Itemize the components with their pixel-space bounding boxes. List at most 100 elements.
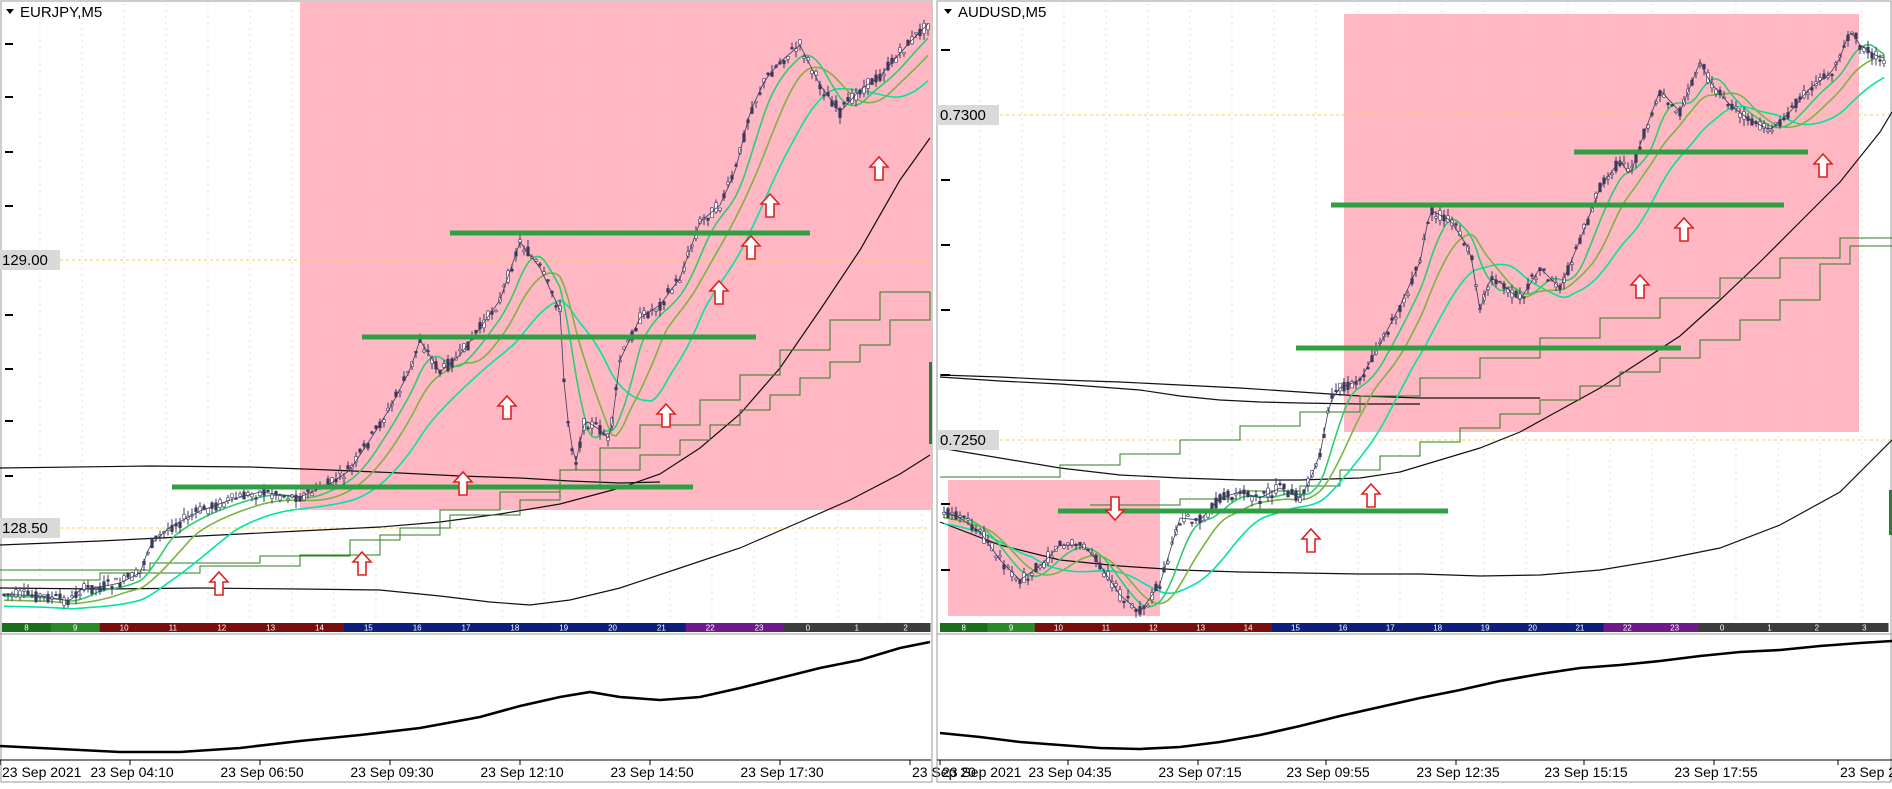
candle-body <box>110 586 114 590</box>
up-arrow <box>708 279 730 305</box>
price-tag <box>937 430 999 450</box>
hour-segment <box>636 623 687 632</box>
candle-body <box>1098 562 1102 570</box>
candle-body <box>118 583 122 588</box>
candle-body <box>230 493 234 498</box>
chart-panel-eurjpy[interactable]: 129.00 128.50 EURJPY,M5 8 9 10 11 12 13 14 15 16… <box>0 0 976 783</box>
candle-body <box>358 448 362 453</box>
candle-body <box>1286 490 1290 498</box>
price-series-line <box>943 32 1885 613</box>
candle-body <box>126 573 130 578</box>
hour-segment <box>197 623 247 632</box>
candle-body <box>1102 572 1106 577</box>
collapse-triangle-icon[interactable] <box>944 9 952 14</box>
candle-body <box>146 551 150 555</box>
candle-body <box>38 593 42 597</box>
candle-body <box>1134 608 1138 612</box>
candle-body <box>734 164 738 167</box>
candle-body <box>1226 490 1230 498</box>
candle-body <box>1114 583 1118 587</box>
candle-body <box>214 502 218 511</box>
time-label: 23 Sep 12:35 <box>1416 764 1500 780</box>
candle-body <box>1466 245 1470 252</box>
candle-body <box>1766 129 1770 132</box>
candle-body <box>302 493 306 501</box>
candle-body <box>370 431 374 434</box>
hour-label: 0 <box>806 624 811 633</box>
hour-label: 13 <box>1196 624 1205 633</box>
hour-label: 17 <box>462 624 471 633</box>
candle-body <box>78 594 82 597</box>
candle-body <box>258 490 262 496</box>
signal-zone <box>300 2 931 510</box>
candle-body <box>538 263 542 266</box>
time-label: 23 Sep 17:55 <box>1674 764 1758 780</box>
hour-label: 16 <box>1338 624 1347 633</box>
candle-body <box>282 495 286 498</box>
hour-segment <box>441 623 491 632</box>
session-hour-bar: 8 9 10 11 12 13 14 15 16 17 18 19 20 21 22 23 0 1 2 3 <box>940 623 1889 633</box>
candle-body <box>958 515 962 518</box>
collapse-triangle-icon[interactable] <box>6 9 14 14</box>
candle-body <box>442 363 446 368</box>
candle-body <box>1546 279 1550 282</box>
price-tag <box>0 518 60 538</box>
candle-body <box>2 593 6 596</box>
candle-body <box>458 348 462 351</box>
indicator-line <box>939 639 1892 751</box>
hour-segment <box>392 623 443 632</box>
candle-body <box>1282 483 1286 489</box>
hour-label: 14 <box>315 624 324 633</box>
candle-body <box>382 419 386 423</box>
candle-body <box>802 56 806 59</box>
hour-segment <box>881 623 931 632</box>
candle-body <box>86 585 90 588</box>
candle-body <box>82 583 86 591</box>
candle-body <box>182 514 186 520</box>
candle-body <box>422 349 426 353</box>
chart-panel-audusd[interactable]: 0.7300 0.7250 AUDUSD,M5 8 9 10 11 12 13 14 15 16… <box>936 0 1892 783</box>
hour-label: 3 <box>1862 624 1867 633</box>
hour-segment <box>1603 623 1652 632</box>
time-label: 23 Sep 07:15 <box>1158 764 1242 780</box>
candle-body <box>1530 274 1534 277</box>
trailing-stop-step-line <box>940 237 1892 478</box>
trailing-stop-step-line <box>1090 245 1892 506</box>
hour-segment <box>1414 623 1462 632</box>
candle-body <box>254 497 258 500</box>
hour-label: 19 <box>559 624 568 633</box>
hour-segment <box>734 623 784 632</box>
candle-body <box>242 491 246 500</box>
candle-body <box>1514 291 1518 298</box>
candle-body <box>1750 118 1754 126</box>
candle-body <box>786 56 790 60</box>
hour-segment <box>1034 623 1083 632</box>
candle-body <box>546 279 550 282</box>
candle-body <box>1034 563 1038 573</box>
up-arrow <box>1300 527 1322 553</box>
hour-label: 9 <box>73 624 78 633</box>
candle-body <box>326 478 330 486</box>
hour-segment <box>490 623 540 632</box>
candle-body <box>1674 110 1678 113</box>
time-axis: 23 Sep 2021 23 Sep 04:35 23 Sep 07:15 23 Se… <box>939 760 1892 780</box>
candle-body <box>1534 277 1538 280</box>
candle-body <box>1350 381 1354 389</box>
candle-body <box>62 597 66 606</box>
price-axis-ticks <box>941 49 950 571</box>
hour-segment <box>1129 623 1178 632</box>
bollinger-middle-line <box>939 111 1892 481</box>
hour-label: 22 <box>706 624 715 633</box>
hour-segment <box>148 623 198 632</box>
candle-body <box>106 579 110 582</box>
candle-body <box>1454 223 1458 226</box>
hour-label: 11 <box>1102 624 1111 633</box>
hour-segment <box>1461 623 1510 632</box>
hour-segment <box>987 623 1036 632</box>
candle-body <box>1830 74 1834 77</box>
candle-body <box>882 74 886 77</box>
candle-body <box>766 72 770 75</box>
candle-body <box>1822 73 1826 80</box>
hour-label: 12 <box>217 624 226 633</box>
hour-label: 9 <box>1009 624 1014 633</box>
